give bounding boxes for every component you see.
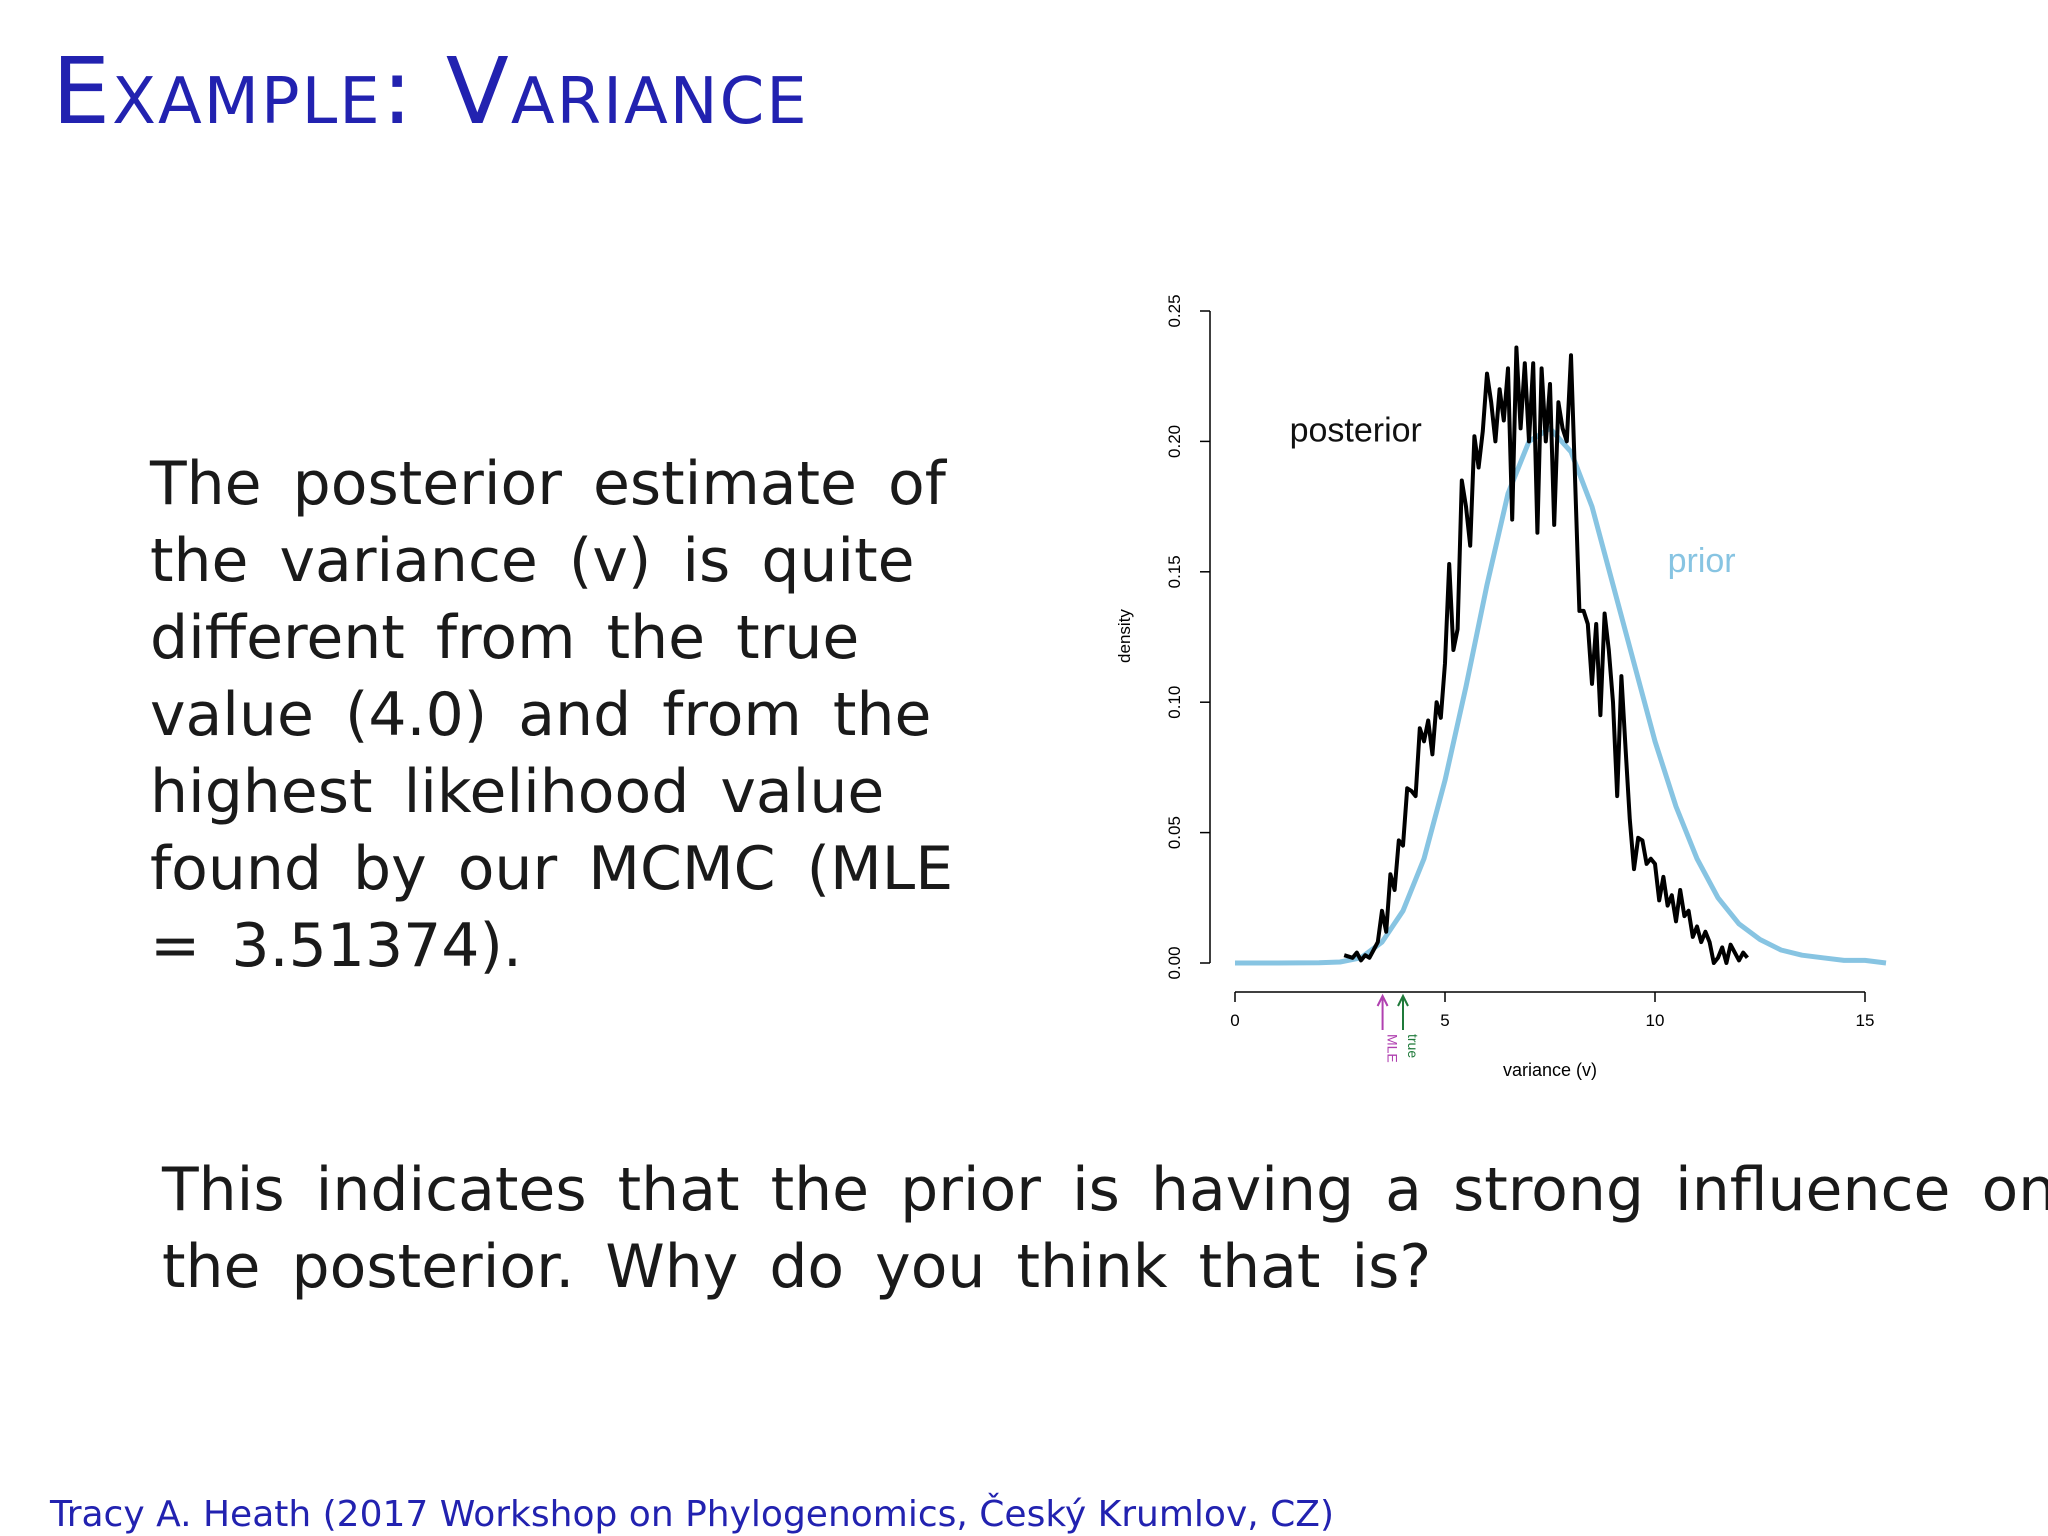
- paragraph-line: = 3.51374).: [150, 911, 522, 981]
- paragraph-prior-influence: This indicates that the prior is having …: [162, 1152, 2048, 1306]
- density-chart: 0.00 0.05 0.10 0.15 0.20 0.25 density 0 5 10 15 var…: [1115, 294, 1887, 1080]
- y-tick-label: 0.05: [1165, 816, 1184, 849]
- x-tick-label: 10: [1646, 1011, 1665, 1030]
- paragraph-posterior-estimate: The posterior estimate of the variance (…: [150, 446, 954, 985]
- series-label-prior: prior: [1668, 542, 1736, 580]
- y-axis-label: density: [1115, 609, 1134, 663]
- x-axis-label: variance (v): [1503, 1060, 1597, 1080]
- y-tick-label: 0.10: [1165, 686, 1184, 719]
- x-tick-label: 5: [1440, 1011, 1449, 1030]
- paragraph-line: the variance (v) is quite: [150, 526, 915, 596]
- series-line-prior: [1235, 425, 1887, 966]
- marker-arrowhead-true: [1397, 993, 1409, 1007]
- paragraph-line: found by our MCMC (MLE: [150, 834, 954, 904]
- marker-label-MLE: MLE: [1385, 1034, 1401, 1063]
- paragraph-line: the posterior. Why do you think that is?: [162, 1232, 1432, 1302]
- marker-label-true: true: [1405, 1034, 1421, 1058]
- y-tick-label: 0.25: [1165, 294, 1184, 327]
- footer-citation: Tracy A. Heath (2017 Workshop on Phyloge…: [50, 1494, 1334, 1535]
- y-tick-label: 0.20: [1165, 425, 1184, 458]
- x-tick-label: 0: [1230, 1011, 1239, 1030]
- paragraph-line: The posterior estimate of: [150, 449, 946, 519]
- x-tick-label: 15: [1856, 1011, 1875, 1030]
- paragraph-line: This indicates that the prior is having …: [162, 1155, 2048, 1225]
- y-tick-label: 0.00: [1165, 946, 1184, 979]
- paragraph-line: different from the true: [150, 603, 860, 673]
- marker-arrowhead-MLE: [1376, 993, 1389, 1007]
- slide-title: Example: Variance: [52, 38, 809, 145]
- y-tick-label: 0.15: [1165, 555, 1184, 588]
- series-line-posterior: [1343, 345, 1749, 965]
- paragraph-line: highest likelihood value: [150, 757, 885, 827]
- series-label-posterior: posterior: [1290, 411, 1422, 449]
- paragraph-line: value (4.0) and from the: [150, 680, 932, 750]
